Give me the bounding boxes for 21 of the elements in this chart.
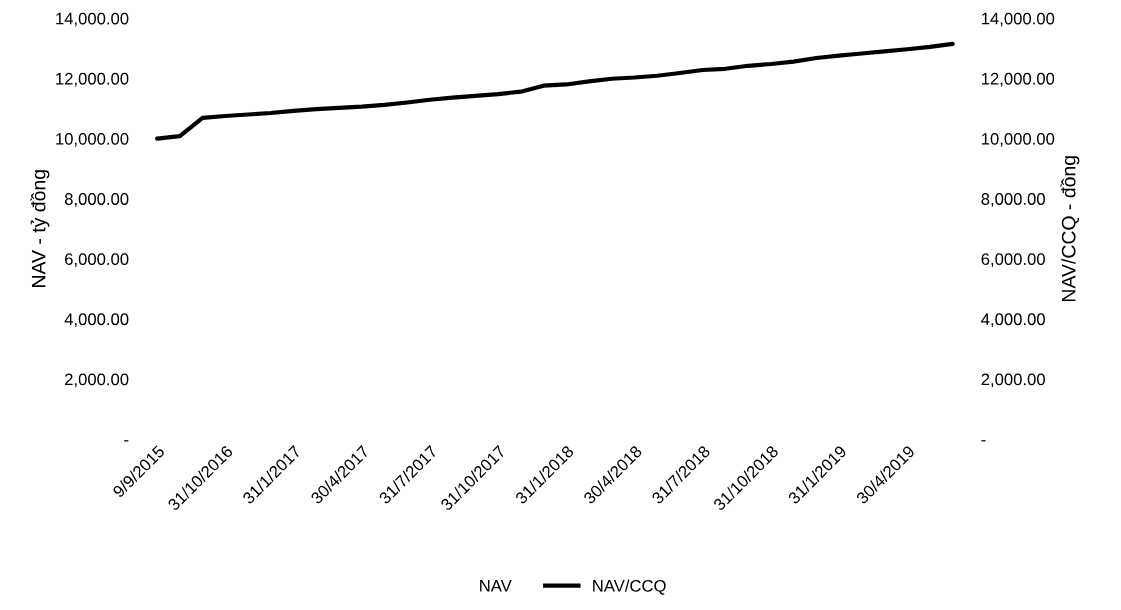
legend-label: NAV/CCQ <box>593 579 666 595</box>
text: NAV <box>480 580 512 592</box>
y2-tick-label: 4,000.00 <box>981 313 1045 328</box>
y-tick-label: 6,000.00 <box>65 253 129 267</box>
y-tick-label: 2,000.00 <box>65 373 129 388</box>
y2-tick-label: 12,000.00 <box>982 72 1055 87</box>
y2-tick-label: 2,000.00 <box>981 373 1045 388</box>
y-axis-title: NAV - tỷ đồng <box>30 170 50 287</box>
y2-axis-title: NAV/CCQ - đồng <box>1060 156 1080 301</box>
y-tick-label: 12,000.00 <box>56 72 129 87</box>
y2-tick-label: 10,000.00 <box>982 132 1055 147</box>
y2-tick-label: 14,000.00 <box>982 12 1055 27</box>
y-tick-label: 14,000.00 <box>56 12 129 27</box>
y-tick-label: 10,000.00 <box>56 132 129 147</box>
y-tick-label: 8,000.00 <box>64 193 129 207</box>
y2-tick-label: 6,000.00 <box>981 253 1045 267</box>
y2-tick-label: 8,000.00 <box>981 193 1045 207</box>
line-series <box>155 41 955 141</box>
y-tick-label: 4,000.00 <box>64 313 129 328</box>
y-tick-label: - <box>124 440 129 442</box>
y2-tick-label: - <box>981 440 986 442</box>
